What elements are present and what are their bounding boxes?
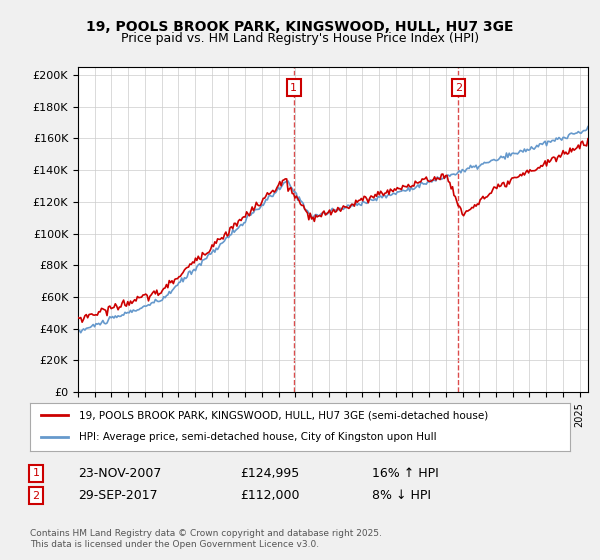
Text: 2: 2: [32, 491, 40, 501]
Text: £112,000: £112,000: [240, 489, 299, 502]
Text: 23-NOV-2007: 23-NOV-2007: [78, 466, 161, 480]
Text: 16% ↑ HPI: 16% ↑ HPI: [372, 466, 439, 480]
Text: 8% ↓ HPI: 8% ↓ HPI: [372, 489, 431, 502]
Text: £124,995: £124,995: [240, 466, 299, 480]
Text: 1: 1: [290, 83, 297, 93]
Text: Price paid vs. HM Land Registry's House Price Index (HPI): Price paid vs. HM Land Registry's House …: [121, 32, 479, 45]
Text: 2: 2: [455, 83, 462, 93]
Text: HPI: Average price, semi-detached house, City of Kingston upon Hull: HPI: Average price, semi-detached house,…: [79, 432, 436, 442]
Text: 29-SEP-2017: 29-SEP-2017: [78, 489, 158, 502]
Text: 19, POOLS BROOK PARK, KINGSWOOD, HULL, HU7 3GE (semi-detached house): 19, POOLS BROOK PARK, KINGSWOOD, HULL, H…: [79, 410, 488, 420]
Text: 19, POOLS BROOK PARK, KINGSWOOD, HULL, HU7 3GE: 19, POOLS BROOK PARK, KINGSWOOD, HULL, H…: [86, 20, 514, 34]
Text: Contains HM Land Registry data © Crown copyright and database right 2025.
This d: Contains HM Land Registry data © Crown c…: [30, 529, 382, 549]
Text: 1: 1: [32, 468, 40, 478]
